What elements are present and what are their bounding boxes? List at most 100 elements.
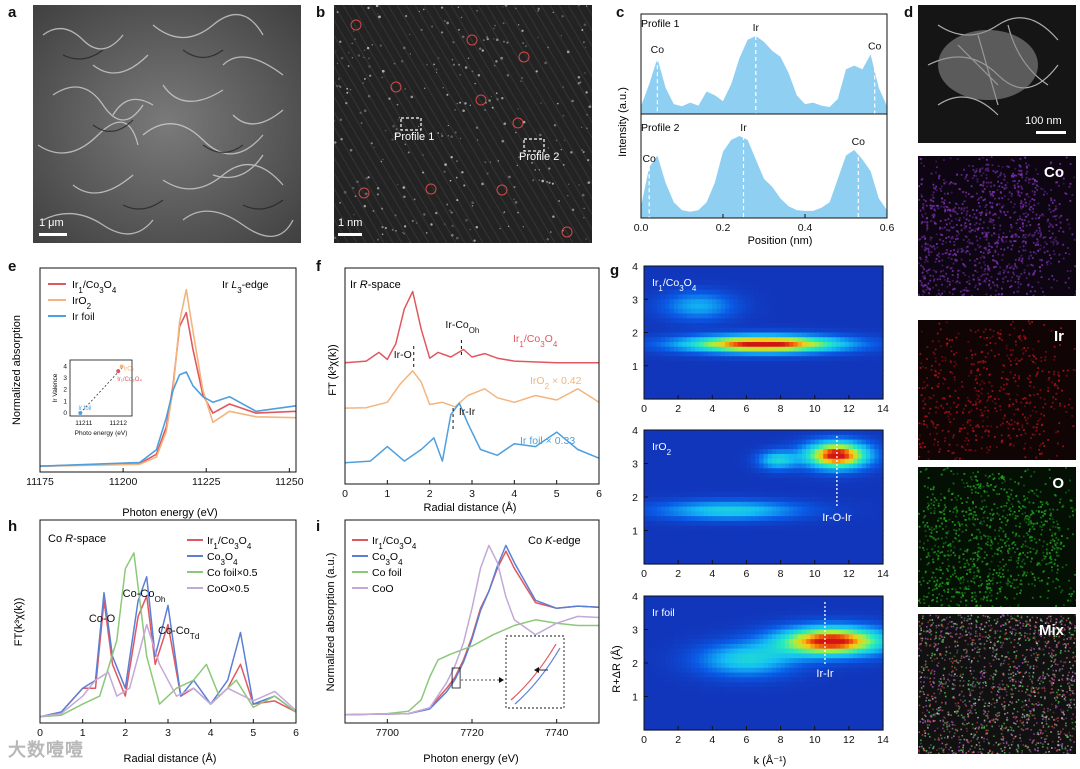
eds-pixel <box>975 479 977 481</box>
eds-pixel <box>983 557 986 559</box>
eds-pixel <box>939 238 941 241</box>
eds-pixel <box>968 563 970 566</box>
eds-pixel <box>931 698 934 700</box>
eds-pixel <box>1034 433 1036 436</box>
eds-pixel <box>949 635 952 638</box>
eds-pixel <box>1063 698 1066 700</box>
lattice-atom <box>451 224 454 228</box>
eds-pixel <box>936 649 938 652</box>
eds-pixel <box>977 227 980 229</box>
sem-image: 1 μm <box>33 5 301 243</box>
eds-pixel <box>939 653 941 656</box>
eds-pixel <box>988 475 991 478</box>
eds-pixel <box>926 506 929 509</box>
eds-pixel <box>1024 432 1027 435</box>
eds-pixel <box>964 251 967 254</box>
eds-pixel <box>950 362 953 365</box>
eds-pixel <box>937 643 940 645</box>
eds-pixel <box>942 377 945 379</box>
eds-pixel <box>974 709 976 711</box>
eds-pixel <box>1000 237 1003 240</box>
eds-pixel <box>1034 252 1037 255</box>
eds-pixel <box>986 158 988 161</box>
eds-pixel <box>935 243 938 245</box>
eds-pixel <box>948 646 951 648</box>
eds-pixel <box>1054 587 1057 589</box>
lattice-atom <box>464 102 467 105</box>
eds-pixel <box>989 211 991 214</box>
heatmap-cell <box>656 389 662 395</box>
lattice-atom <box>517 108 519 110</box>
eds-pixel <box>1059 498 1062 501</box>
chart-e-ylabel: Normalized absorption <box>11 315 23 425</box>
eds-pixel <box>1044 677 1046 680</box>
eds-pixel <box>1051 678 1054 681</box>
eds-pixel <box>1040 232 1042 234</box>
eds-pixel <box>948 182 951 185</box>
eds-pixel <box>992 194 994 197</box>
eds-pixel <box>1010 632 1013 635</box>
series-label-iro2: IrO2 × 0.42 <box>530 375 582 391</box>
heatmap-cell <box>661 270 666 277</box>
eds-pixel <box>1045 716 1047 719</box>
eds-pixel <box>1045 502 1048 505</box>
eds-pixel <box>1009 437 1012 440</box>
eds-pixel <box>935 370 937 373</box>
eds-pixel <box>990 753 993 754</box>
eds-pixel <box>1018 428 1020 431</box>
eds-pixel <box>995 670 998 673</box>
eds-pixel <box>988 374 991 376</box>
eds-pixel <box>1023 429 1025 431</box>
eds-pixel <box>937 424 940 426</box>
heatmap-cell <box>665 384 671 391</box>
eds-pixel <box>991 221 994 224</box>
eds-pixel <box>1012 729 1015 732</box>
eds-pixel <box>979 547 982 549</box>
eds-pixel <box>983 231 986 234</box>
heatmap-cell <box>669 356 675 362</box>
eds-pixel <box>941 234 944 236</box>
lattice-atom <box>489 161 492 163</box>
eds-pixel <box>934 551 936 553</box>
eds-pixel <box>1066 678 1069 681</box>
eds-pixel <box>1014 687 1017 690</box>
eds-pixel <box>1053 345 1056 348</box>
eds-pixel <box>942 727 944 730</box>
eds-pixel <box>1042 662 1045 665</box>
eds-pixel <box>936 254 939 257</box>
eds-pixel <box>991 202 994 205</box>
eds-pixel <box>965 289 968 292</box>
eds-pixel <box>1053 637 1055 640</box>
eds-pixel <box>1059 620 1062 623</box>
eds-pixel <box>960 174 963 176</box>
eds-pixel <box>1047 390 1050 392</box>
eds-pixel <box>1029 200 1032 203</box>
eds-map-co: Co <box>918 156 1076 296</box>
eds-pixel <box>1072 533 1074 536</box>
lattice-atom <box>502 6 504 8</box>
eds-pixel <box>1029 520 1032 522</box>
eds-pixel <box>924 469 927 471</box>
heatmap-cell <box>678 337 684 343</box>
eds-pixel <box>986 234 989 236</box>
eds-pixel <box>931 624 933 626</box>
eds-pixel <box>959 660 962 662</box>
eds-pixel <box>966 730 968 732</box>
eds-pixel <box>982 360 985 362</box>
eds-pixel <box>1039 625 1041 628</box>
eds-pixel <box>1007 246 1009 249</box>
eds-pixel <box>1009 676 1012 679</box>
eds-pixel <box>984 710 986 713</box>
eds-pixel <box>1062 718 1065 721</box>
eds-pixel <box>976 199 979 201</box>
eds-pixel <box>922 598 925 601</box>
eds-pixel <box>939 583 941 586</box>
eds-pixel <box>996 620 999 623</box>
eds-pixel <box>941 572 944 575</box>
eds-pixel <box>1055 218 1057 221</box>
eds-pixel <box>1017 562 1019 565</box>
eds-pixel <box>1024 540 1027 543</box>
eds-pixel <box>978 638 980 641</box>
eds-pixel <box>1016 578 1018 581</box>
eds-pixel <box>1048 230 1051 232</box>
